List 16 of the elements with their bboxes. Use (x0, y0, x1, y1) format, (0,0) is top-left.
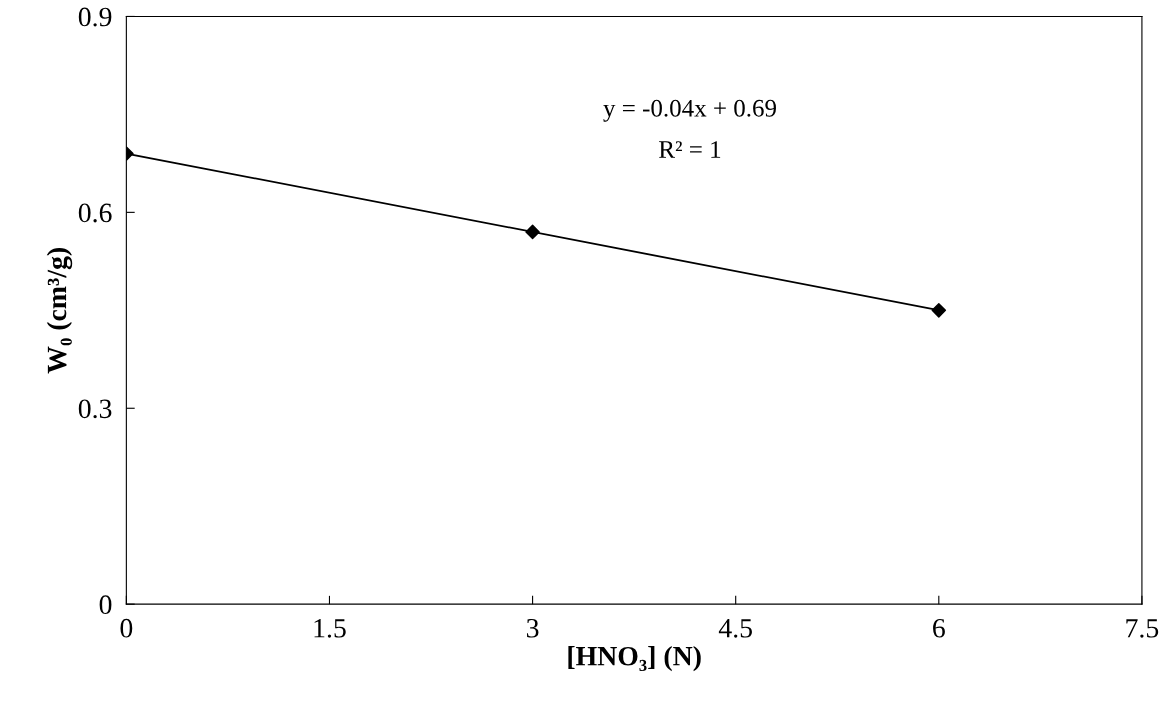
y-tick-label: 0.9 (78, 7, 112, 27)
x-tick-label: 0 (120, 618, 133, 638)
y-axis-title: W₀ (cm³/g) (46, 248, 73, 374)
point (525, 224, 540, 240)
x-tick-label: 4.5 (718, 619, 752, 638)
annotation: y = -0.04x + 0.69 (603, 99, 776, 122)
x-tick-label: 1.5 (314, 619, 346, 638)
x-tick-label: 7.5 (1126, 619, 1159, 638)
y-tick-label: 0 (99, 595, 112, 615)
x-tick-label: 6 (933, 618, 945, 638)
x-tick-label: 3 (526, 618, 539, 638)
y-tick-label: 0.3 (78, 399, 112, 419)
x-axis-title: [HNO₃] (N) (568, 646, 701, 672)
point (931, 303, 947, 318)
y-tick-label: 0.6 (78, 203, 112, 223)
annotation: R² = 1 (659, 141, 721, 158)
